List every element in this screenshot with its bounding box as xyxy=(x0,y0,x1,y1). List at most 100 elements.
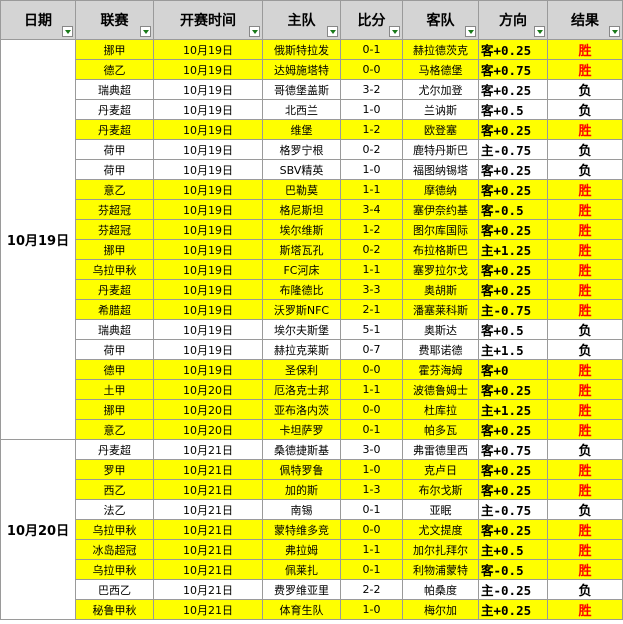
direction-cell: 主+0.5 xyxy=(478,539,548,560)
filter-button[interactable] xyxy=(327,26,338,37)
filter-button[interactable] xyxy=(140,26,151,37)
direction-cell: 主-0.75 xyxy=(478,299,548,320)
score-cell: 1-1 xyxy=(340,539,403,560)
result-cell: 胜 xyxy=(547,199,623,220)
score-cell: 1-1 xyxy=(340,379,403,400)
home-team-cell: 体育生队 xyxy=(262,599,341,620)
away-team-cell: 尤尔加登 xyxy=(402,79,479,100)
filter-button[interactable] xyxy=(389,26,400,37)
home-team-cell: 南锡 xyxy=(262,499,341,520)
filter-button[interactable] xyxy=(534,26,545,37)
direction-cell: 客+0.25 xyxy=(478,159,548,180)
kickoff-time-cell: 10月19日 xyxy=(153,199,263,220)
league-cell: 荷甲 xyxy=(75,139,154,160)
home-team-cell: 亚布洛内茨 xyxy=(262,399,341,420)
table-row: 挪甲 10月19日 斯塔瓦孔 0-2 布拉格斯巴 主+1.25 胜 xyxy=(1,239,623,260)
result-cell: 胜 xyxy=(547,239,623,260)
away-team-cell: 布尔戈斯 xyxy=(402,479,479,500)
league-cell: 西乙 xyxy=(75,479,154,500)
direction-cell: 客-0.5 xyxy=(478,199,548,220)
score-cell: 2-2 xyxy=(340,579,403,600)
away-team-cell: 马格德堡 xyxy=(402,59,479,80)
away-team-cell: 赫拉德茨克 xyxy=(402,39,479,60)
table-row: 丹麦超 10月19日 北西兰 1-0 兰讷斯 客+0.5 负 xyxy=(1,99,623,120)
direction-cell: 客+0.25 xyxy=(478,179,548,200)
table-row: 10月20日 丹麦超 10月21日 桑德捷斯基 3-0 弗雷德里西 客+0.75 负 xyxy=(0,439,623,620)
away-team-cell: 波德鲁姆士 xyxy=(402,379,479,400)
kickoff-time-cell: 10月19日 xyxy=(153,319,263,340)
league-cell: 瑞典超 xyxy=(75,79,154,100)
direction-cell: 客+0.75 xyxy=(478,439,548,460)
table-row: 希腊超 10月19日 沃罗斯NFC 2-1 潘塞莱科斯 主-0.75 胜 xyxy=(1,299,623,320)
table-row: 丹麦超 10月19日 布隆德比 3-3 奥胡斯 客+0.25 胜 xyxy=(1,279,623,300)
table-row: 10月19日 挪甲 10月19日 俄斯特拉发 0-1 赫拉德茨克 客+0.25 胜 xyxy=(0,39,623,440)
result-cell: 负 xyxy=(547,99,623,120)
date-cell: 10月20日 xyxy=(0,439,76,620)
filter-button[interactable] xyxy=(465,26,476,37)
direction-cell: 客+0.25 xyxy=(478,419,548,440)
league-cell: 秘鲁甲秋 xyxy=(75,599,154,620)
kickoff-time-cell: 10月20日 xyxy=(153,419,263,440)
home-team-cell: FC河床 xyxy=(262,259,341,280)
kickoff-time-cell: 10月20日 xyxy=(153,399,263,420)
away-team-cell: 塞伊奈约基 xyxy=(402,199,479,220)
column-header: 主队 xyxy=(262,0,341,40)
score-cell: 0-1 xyxy=(340,499,403,520)
result-cell: 负 xyxy=(547,499,623,520)
home-team-cell: 圣保利 xyxy=(262,359,341,380)
result-cell: 胜 xyxy=(547,179,623,200)
column-header: 方向 xyxy=(478,0,548,40)
away-team-cell: 弗雷德里西 xyxy=(402,439,479,460)
home-team-cell: 赫拉克莱斯 xyxy=(262,339,341,360)
score-cell: 1-2 xyxy=(340,219,403,240)
table-row: 瑞典超 10月19日 哥德堡盖斯 3-2 尤尔加登 客+0.25 负 xyxy=(1,79,623,100)
league-cell: 德乙 xyxy=(75,59,154,80)
away-team-cell: 布拉格斯巴 xyxy=(402,239,479,260)
score-cell: 0-0 xyxy=(340,519,403,540)
table-row: 荷甲 10月19日 赫拉克莱斯 0-7 费耶诺德 主+1.5 负 xyxy=(1,339,623,360)
league-cell: 挪甲 xyxy=(75,399,154,420)
kickoff-time-cell: 10月19日 xyxy=(153,219,263,240)
direction-cell: 客+0 xyxy=(478,359,548,380)
table-row: 芬超冠 10月19日 格尼斯坦 3-4 塞伊奈约基 客-0.5 胜 xyxy=(1,199,623,220)
league-cell: 荷甲 xyxy=(75,159,154,180)
away-team-cell: 奥胡斯 xyxy=(402,279,479,300)
home-team-cell: 佩特罗鲁 xyxy=(262,459,341,480)
home-team-cell: 费罗维亚里 xyxy=(262,579,341,600)
home-team-cell: 北西兰 xyxy=(262,99,341,120)
home-team-cell: 格尼斯坦 xyxy=(262,199,341,220)
direction-cell: 客+0.25 xyxy=(478,479,548,500)
kickoff-time-cell: 10月19日 xyxy=(153,279,263,300)
league-cell: 挪甲 xyxy=(75,239,154,260)
home-team-cell: 蒙特维多竞 xyxy=(262,519,341,540)
away-team-cell: 克卢日 xyxy=(402,459,479,480)
score-cell: 3-4 xyxy=(340,199,403,220)
home-team-cell: 布隆德比 xyxy=(262,279,341,300)
filter-button[interactable] xyxy=(609,26,620,37)
home-team-cell: 厄洛克士邦 xyxy=(262,379,341,400)
league-cell: 乌拉甲秋 xyxy=(75,259,154,280)
filter-button[interactable] xyxy=(249,26,260,37)
direction-cell: 客+0.75 xyxy=(478,59,548,80)
score-cell: 2-1 xyxy=(340,299,403,320)
direction-cell: 主-0.25 xyxy=(478,579,548,600)
direction-cell: 主+0.25 xyxy=(478,599,548,620)
away-team-cell: 潘塞莱科斯 xyxy=(402,299,479,320)
date-cell: 10月19日 xyxy=(0,39,76,440)
league-cell: 土甲 xyxy=(75,379,154,400)
direction-cell: 客+0.25 xyxy=(478,79,548,100)
table-row: 巴西乙 10月21日 费罗维亚里 2-2 帕桑度 主-0.25 负 xyxy=(1,579,623,600)
direction-cell: 客+0.25 xyxy=(478,259,548,280)
direction-cell: 客+0.25 xyxy=(478,219,548,240)
filter-button[interactable] xyxy=(62,26,73,37)
direction-cell: 客+0.25 xyxy=(478,119,548,140)
direction-cell: 主+1.25 xyxy=(478,399,548,420)
league-cell: 乌拉甲秋 xyxy=(75,519,154,540)
away-team-cell: 亚眠 xyxy=(402,499,479,520)
column-header: 比分 xyxy=(340,0,403,40)
away-team-cell: 塞罗拉尔戈 xyxy=(402,259,479,280)
direction-cell: 主-0.75 xyxy=(478,139,548,160)
kickoff-time-cell: 10月19日 xyxy=(153,39,263,60)
home-team-cell: 卡坦萨罗 xyxy=(262,419,341,440)
score-cell: 1-0 xyxy=(340,459,403,480)
